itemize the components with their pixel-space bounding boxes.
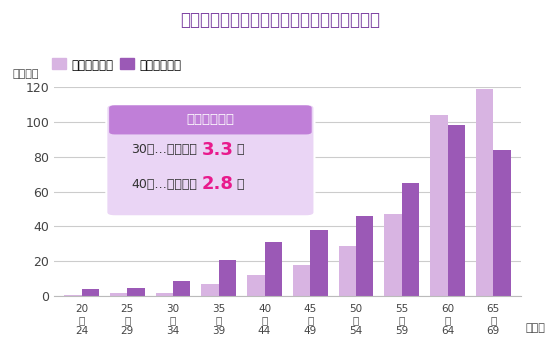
- Text: （歳）: （歳）: [525, 323, 545, 333]
- Text: 3.3: 3.3: [202, 141, 234, 159]
- Bar: [447, 125, 465, 296]
- Text: 倍: 倍: [236, 143, 244, 156]
- Text: 2.8: 2.8: [202, 175, 234, 193]
- Bar: [356, 216, 374, 296]
- Bar: [156, 293, 173, 296]
- Bar: [110, 293, 127, 296]
- Bar: [476, 89, 493, 296]
- Bar: [493, 150, 511, 296]
- Bar: [82, 289, 99, 296]
- Bar: [310, 230, 328, 296]
- Bar: [127, 287, 144, 296]
- Bar: [247, 275, 264, 296]
- Bar: [64, 295, 82, 296]
- FancyBboxPatch shape: [106, 104, 315, 216]
- Bar: [219, 260, 236, 296]
- Bar: [339, 246, 356, 296]
- Bar: [264, 242, 282, 296]
- Text: 40代…男性の約: 40代…男性の約: [131, 178, 197, 191]
- Text: 倍: 倍: [236, 178, 244, 191]
- Bar: [202, 284, 219, 296]
- Bar: [402, 183, 419, 296]
- Bar: [293, 265, 310, 296]
- Text: 30代…男性の約: 30代…男性の約: [131, 143, 197, 156]
- Legend: 男性の患者数, 女性の患者数: 男性の患者数, 女性の患者数: [52, 58, 181, 72]
- Text: （千人）: （千人）: [12, 69, 39, 79]
- Bar: [430, 115, 447, 296]
- Bar: [173, 281, 190, 296]
- Text: がん（悪性新生物）患者数の年齢階級別状況: がん（悪性新生物）患者数の年齢階級別状況: [180, 11, 380, 29]
- Bar: [384, 214, 402, 296]
- Text: 女性の患者数: 女性の患者数: [186, 114, 235, 126]
- FancyBboxPatch shape: [109, 105, 312, 135]
